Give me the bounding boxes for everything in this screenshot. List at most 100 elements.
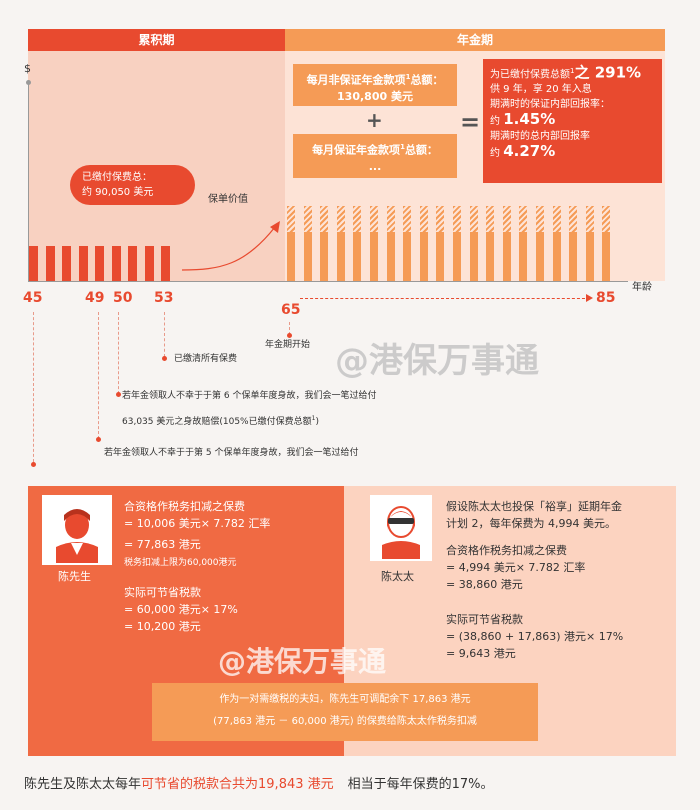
annuity-bar-guaranteed xyxy=(353,232,362,281)
annuity-bar-guaranteed xyxy=(303,232,312,281)
annuity-bar-non-guaranteed xyxy=(569,206,578,232)
annuity-bar-guaranteed xyxy=(386,232,395,281)
non-guaranteed-sup: 1 xyxy=(405,73,411,81)
age-45: 45 xyxy=(23,290,43,306)
transfer-line2: (77,863 港元 － 60,000 港元) 的保费给陈太太作税务扣减 xyxy=(213,716,477,727)
x-axis xyxy=(28,281,628,282)
annuity-bar-guaranteed xyxy=(502,232,511,281)
guide-53 xyxy=(164,312,165,357)
mrs-intro1: 假设陈太太也投保「裕享」延期年金 xyxy=(446,500,622,513)
mrs-line6: = 9,643 港元 xyxy=(446,647,516,660)
guaranteed-label: 每月保证年金款项 xyxy=(312,143,401,157)
watermark-bottom: @港保万事通 xyxy=(218,645,387,678)
footer-part-a: 陈先生及陈太太每年 xyxy=(24,777,142,792)
guide-49 xyxy=(98,312,99,439)
mr-limit: 税务扣减上限为60,000港元 xyxy=(124,558,237,568)
annuity-bar-guaranteed xyxy=(370,232,378,281)
footer-part-b: 可节省的税款合共为19,843 港元 xyxy=(141,777,334,792)
guaranteed-box: 每月保证年金款项1总额： ... xyxy=(293,134,457,178)
mrs-line1: 合资格作税务扣减之保费 xyxy=(446,544,567,557)
non-guaranteed-box: 每月非保证年金款项1总额： 130,800 美元 xyxy=(293,64,457,106)
annuity-bar-guaranteed xyxy=(287,232,295,281)
note-65: 年金期开始 xyxy=(265,340,311,350)
age-53: 53 xyxy=(154,290,174,306)
mrs-chen-calc: 假设陈太太也投保「裕享」延期年金 计划 2，每年保费为 4,994 美元。 合资… xyxy=(446,498,623,662)
annuity-bar-non-guaranteed xyxy=(287,206,295,232)
result-pct1: 之 291% xyxy=(574,63,642,82)
premium-bar xyxy=(78,246,88,281)
mrs-line2: = 4,994 美元× 7.782 汇率 xyxy=(446,561,586,574)
guide-53-dot xyxy=(162,356,167,361)
annuity-bar-non-guaranteed xyxy=(303,206,312,232)
annuity-bar-non-guaranteed xyxy=(602,206,611,232)
mrs-chen-avatar xyxy=(370,495,432,561)
paid-line1: 已缴付保费总： xyxy=(82,172,152,183)
annuity-bar-guaranteed xyxy=(585,232,594,281)
guide-45-dot xyxy=(31,462,36,467)
guide-50 xyxy=(118,312,119,394)
annuity-bar-non-guaranteed xyxy=(403,206,412,232)
mrs-line5: = (38,860 + 17,863) 港元× 17% xyxy=(446,630,624,643)
guaranteed-sup: 1 xyxy=(400,143,405,151)
guide-65 xyxy=(289,322,290,335)
annuity-bar-non-guaranteed xyxy=(502,206,511,232)
annuity-bar-non-guaranteed xyxy=(320,206,329,232)
annuity-bar-non-guaranteed xyxy=(552,206,561,232)
policy-value-label: 保单价值 xyxy=(208,194,248,205)
annuity-bar-guaranteed xyxy=(469,232,478,281)
mr-chen-avatar xyxy=(42,495,112,565)
result-line3: 期满时的保证内部回报率： xyxy=(490,99,610,111)
accumulation-header: 累积期 xyxy=(28,29,285,51)
annuity-bar-guaranteed xyxy=(519,232,528,281)
result-line5: 期满时的总内部回报率 xyxy=(490,131,590,143)
mr-line3: = 77,863 港元 xyxy=(124,538,201,551)
annuity-bar-non-guaranteed xyxy=(419,206,428,232)
note-50-line2: 63,035 美元之身故赔偿(105%已缴付保费总额1) xyxy=(122,412,319,429)
paid-line2: 约 90,050 美元 xyxy=(82,187,154,198)
y-axis-dot xyxy=(26,80,31,85)
guide-65-dot xyxy=(287,333,292,338)
annuity-bar-non-guaranteed xyxy=(370,206,378,232)
result-sup: 1 xyxy=(570,67,575,75)
note-53: 已缴清所有保费 xyxy=(174,354,238,364)
premium-bar xyxy=(128,246,137,281)
result-pct2: 1.45% xyxy=(503,110,556,129)
premium-bar xyxy=(161,246,170,281)
result-prefix3: 约 xyxy=(490,148,500,160)
annuity-bar-non-guaranteed xyxy=(386,206,395,232)
mrs-line3: = 38,860 港元 xyxy=(446,578,523,591)
premium-bar xyxy=(29,246,38,281)
premium-bar xyxy=(95,246,104,281)
annuity-bar-non-guaranteed xyxy=(469,206,478,232)
result-line2: 供 9 年，享 20 年入息 xyxy=(490,84,592,96)
premium-bar xyxy=(45,246,55,281)
annuity-bar-guaranteed xyxy=(403,232,412,281)
guide-50-dot xyxy=(116,392,121,397)
annuity-bar-guaranteed xyxy=(320,232,329,281)
transfer-line1: 作为一对需缴税的夫妇，陈先生可调配余下 17,863 港元 xyxy=(219,694,471,705)
paid-box: 已缴付保费总： 约 90,050 美元 xyxy=(70,165,195,205)
mr-chen-name: 陈先生 xyxy=(58,570,91,583)
y-axis-symbol: $ xyxy=(24,62,31,75)
result-pct3: 4.27% xyxy=(503,142,556,161)
annuity-bar-guaranteed xyxy=(536,232,544,281)
y-axis xyxy=(28,82,29,282)
woman-icon xyxy=(382,506,420,559)
result-box: 为已缴付保费总额1之 291% 供 9 年，享 20 年入息 期满时的保证内部回… xyxy=(483,59,662,183)
x-axis-label: 年龄 xyxy=(632,282,652,293)
age-50: 50 xyxy=(113,290,133,306)
mrs-line4: 实际可节省税款 xyxy=(446,613,523,626)
equals-sign: = xyxy=(460,108,481,136)
annuity-bar-non-guaranteed xyxy=(353,206,362,232)
mr-line4: 实际可节省税款 xyxy=(124,586,201,599)
footer-summary: 陈先生及陈太太每年可节省的税款合共为19,843 港元 相当于每年保费的17%。 xyxy=(24,773,494,792)
mr-line1: 合资格作税务扣减之保费 xyxy=(124,500,245,513)
mrs-intro2: 计划 2，每年保费为 4,994 美元。 xyxy=(446,517,616,530)
age-49: 49 xyxy=(85,290,105,306)
mrs-chen-name: 陈太太 xyxy=(381,570,414,583)
man-icon xyxy=(56,509,98,563)
annuity-bar-non-guaranteed xyxy=(536,206,544,232)
watermark-top: @港保万事通 xyxy=(335,341,539,381)
guaranteed-total: 总额： xyxy=(404,143,438,157)
non-guaranteed-total: 总额： xyxy=(410,73,444,87)
